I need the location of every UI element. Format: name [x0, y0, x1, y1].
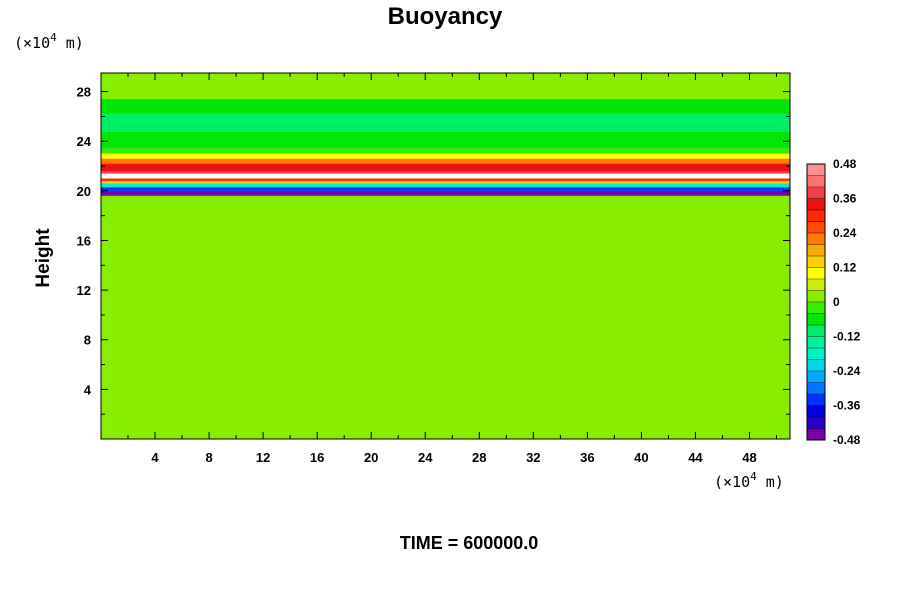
colorbar-tick-label: -0.36 [833, 399, 861, 413]
x-axis: 4 8 12 16 20 24 28 32 36 40 44 48 [127, 73, 777, 465]
heatmap-band-12 [101, 131, 790, 149]
y-tick-label: 8 [84, 333, 91, 348]
colorbar-swatch [807, 382, 825, 395]
heatmap-band-5 [101, 178, 790, 181]
colorbar-tick-label: 0 [833, 295, 840, 309]
y-axis-title: Height [33, 228, 54, 288]
plot-frame [100, 72, 791, 440]
colorbar-swatch [807, 417, 825, 429]
colorbar-swatch [807, 267, 825, 280]
x-tick-label: 44 [688, 450, 703, 465]
colorbar-swatch [807, 244, 825, 257]
x-tick-label: 12 [256, 450, 270, 465]
y-unit-label: (×104 m) [14, 31, 84, 52]
colorbar-swatch [807, 221, 825, 234]
colorbar-swatch [807, 336, 825, 349]
colorbar-swatch [807, 233, 825, 245]
colorbar-swatch [807, 405, 825, 418]
x-tick-label: 36 [580, 450, 594, 465]
y-tick-label: 16 [77, 233, 91, 248]
colorbar-swatch [807, 187, 825, 199]
x-tick-label: 4 [151, 450, 159, 465]
heatmap-band-0 [101, 195, 790, 439]
x-tick-label: 48 [742, 450, 756, 465]
heatmap-band-13 [101, 113, 790, 132]
colorbar-swatch [807, 428, 825, 441]
colorbar-frame [806, 163, 826, 441]
colorbar-swatch [807, 256, 825, 268]
colorbar-tick-label: 0.36 [833, 192, 857, 206]
heatmap-band-3 [101, 183, 790, 188]
heatmap-band-10 [101, 153, 790, 159]
colorbar-swatch [807, 198, 825, 211]
heatmap-band-8 [101, 163, 790, 172]
x-unit-label: (×104 m) [714, 470, 784, 491]
heatmap-band-4 [101, 180, 790, 184]
heatmap-band-9 [101, 158, 790, 164]
y-axis: 4 8 12 16 20 24 28 [77, 85, 790, 415]
colorbar-tick-label: -0.48 [833, 433, 861, 447]
colorbar-tick-label: 0.24 [833, 226, 857, 240]
colorbar-swatch [807, 359, 825, 372]
heatmap-band-7 [101, 171, 790, 174]
x-tick-label: 32 [526, 450, 540, 465]
colorbar-swatch [807, 164, 825, 176]
y-tick-label: 12 [77, 283, 91, 298]
time-label: TIME = 600000.0 [400, 533, 539, 553]
y-tick-label: 20 [77, 184, 91, 199]
colorbar-tick-label: 0.48 [833, 157, 857, 171]
y-tick-label: 4 [84, 382, 92, 397]
x-tick-label: 20 [364, 450, 378, 465]
colorbar-swatch [807, 394, 825, 406]
heatmap-band-14 [101, 99, 790, 114]
colorbar-tick-label: -0.12 [833, 330, 861, 344]
heatmap-band-1 [101, 190, 790, 196]
colorbar-swatch [807, 302, 825, 314]
colorbar-swatch [807, 348, 825, 360]
heatmap-band-6 [101, 173, 790, 179]
y-tick-label: 24 [77, 134, 92, 149]
colorbar-swatch [807, 290, 825, 303]
heatmap-band-11 [101, 148, 790, 154]
heatmap-band-2 [101, 187, 790, 191]
y-tick-label: 28 [77, 85, 91, 100]
chart-title: Buoyancy [388, 3, 503, 30]
colorbar: 0.48 0.36 0.24 0.12 0 -0.12 -0.24 -0.36 -0.48 [806, 157, 861, 447]
x-tick-label: 8 [205, 450, 212, 465]
colorbar-swatch [807, 175, 825, 188]
colorbar-swatch [807, 279, 825, 291]
colorbar-swatch [807, 210, 825, 222]
x-tick-label: 24 [418, 450, 433, 465]
x-tick-label: 40 [634, 450, 648, 465]
x-tick-label: 16 [310, 450, 324, 465]
colorbar-tick-label: -0.24 [833, 364, 861, 378]
x-tick-label: 28 [472, 450, 486, 465]
colorbar-swatch [807, 325, 825, 337]
heatmap-field [101, 73, 790, 439]
colorbar-swatch [807, 313, 825, 326]
heatmap-band-15 [101, 73, 790, 100]
colorbar-tick-label: 0.12 [833, 261, 857, 275]
colorbar-swatch [807, 371, 825, 383]
